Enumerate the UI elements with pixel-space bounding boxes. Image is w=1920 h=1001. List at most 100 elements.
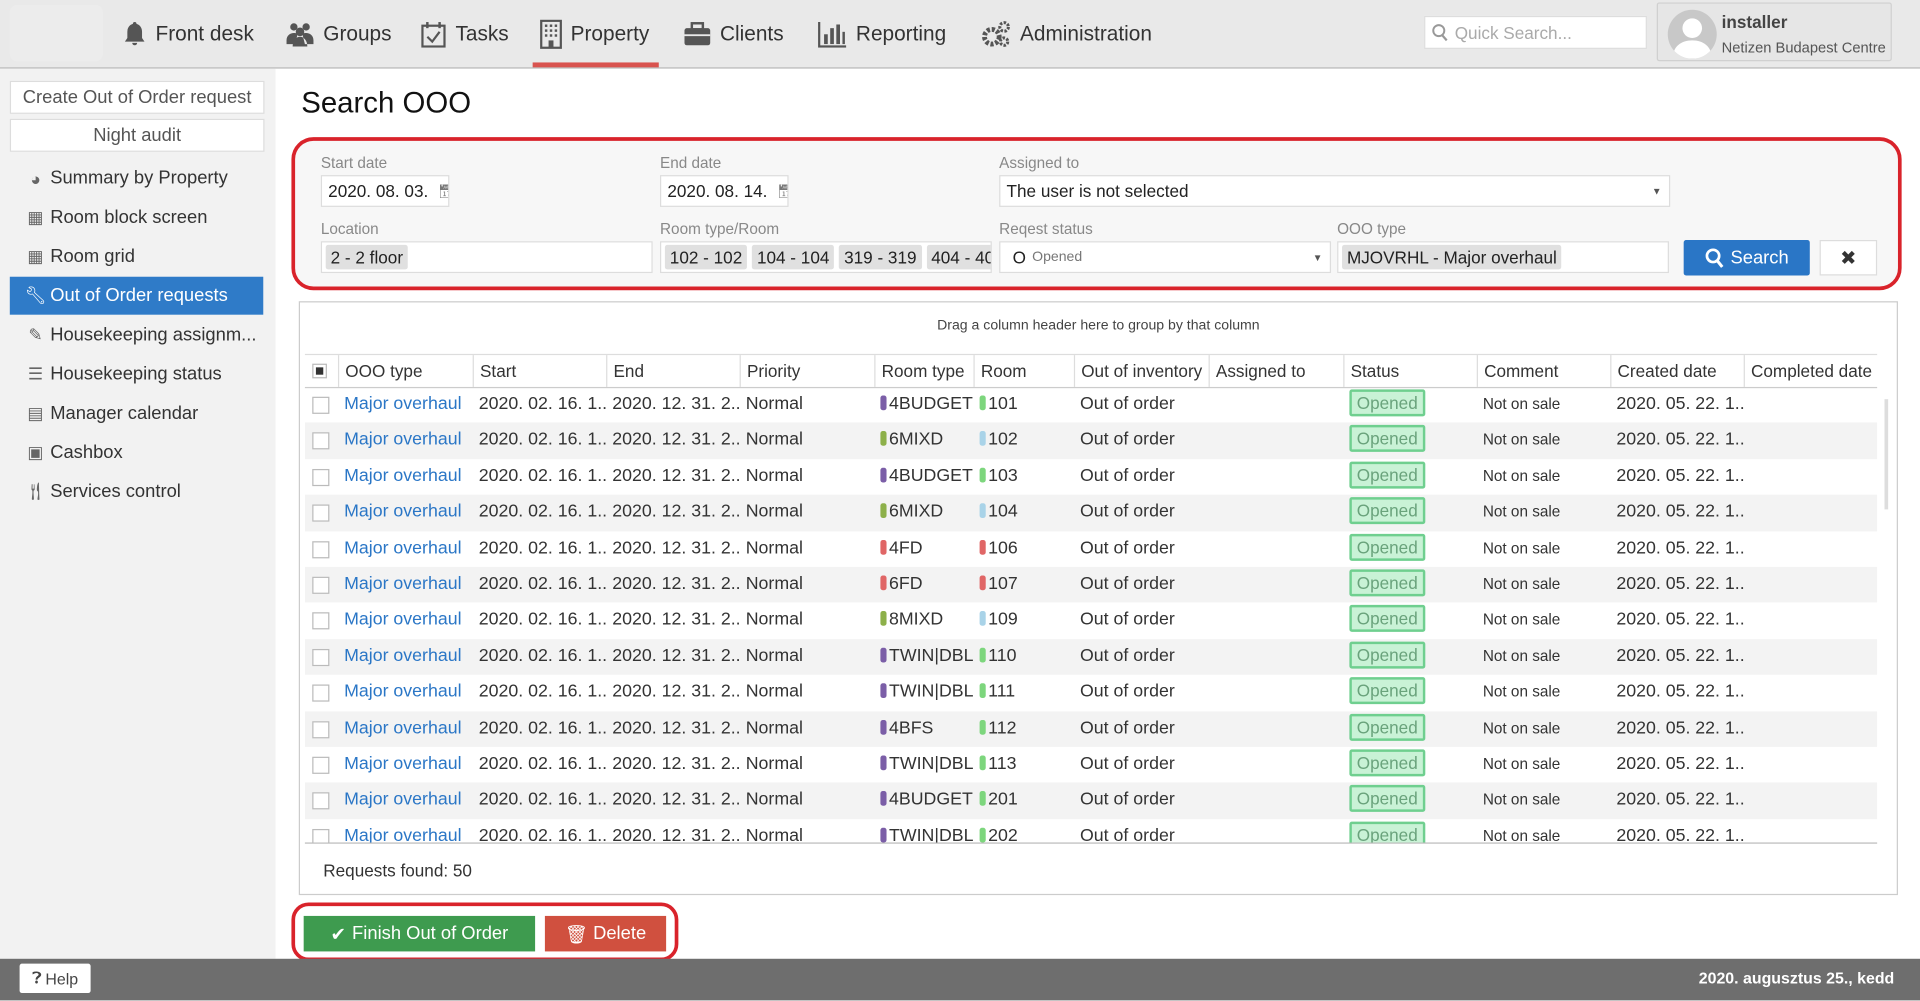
room-tag[interactable]: 404 - 404 xyxy=(926,244,991,270)
table-row[interactable]: Major overhaul 2020. 02. 16. 1... 2020. 12… xyxy=(304,638,1878,675)
cell-type[interactable]: Major overhaul xyxy=(344,682,462,702)
table-row[interactable]: Major overhaul 2020. 02. 16. 1... 2020. 12… xyxy=(304,422,1878,459)
cell-type[interactable]: Major overhaul xyxy=(344,574,462,594)
room-multiselect[interactable]: 102 - 102 104 - 104 319 - 319 404 - 404 xyxy=(660,241,992,274)
column-header-ooo-type[interactable]: OOO type xyxy=(337,355,473,387)
cell-type[interactable]: Major overhaul xyxy=(344,538,462,558)
help-button[interactable]: ❓︎ Help xyxy=(19,963,91,994)
sidebar-item-room-grid[interactable]: ▦ Room grid xyxy=(10,238,263,276)
row-checkbox[interactable] xyxy=(312,648,330,666)
row-checkbox[interactable] xyxy=(312,576,330,594)
room-tag[interactable]: 102 - 102 xyxy=(664,244,748,270)
column-header-room[interactable]: Room xyxy=(973,355,1073,387)
create-ooo-request-button[interactable]: Create Out of Order request xyxy=(9,80,265,114)
nav-property[interactable]: Property xyxy=(532,0,660,68)
row-checkbox[interactable] xyxy=(312,684,330,702)
nav-administration[interactable]: Administration xyxy=(982,0,1152,67)
column-header-status[interactable]: Status xyxy=(1343,355,1476,387)
cell-start: 2020. 02. 16. 1... xyxy=(478,682,607,702)
table-row[interactable]: Major overhaul 2020. 02. 16. 1... 2020. 12… xyxy=(305,459,1877,495)
row-checkbox[interactable] xyxy=(312,432,330,450)
sidebar-item-room-block-screen[interactable]: ▦ Room block screen xyxy=(10,198,263,236)
sidebar-item-summary-by-property[interactable]: ◕ Summary by Property xyxy=(10,159,263,197)
room-tag[interactable]: 104 - 104 xyxy=(752,244,835,270)
nav-groups[interactable]: Groups xyxy=(285,0,392,67)
table-row[interactable]: Major overhaul 2020. 02. 16. 1... 2020. 12… xyxy=(304,710,1878,747)
clear-filters-button[interactable]: ✖ xyxy=(1819,240,1878,276)
table-row[interactable]: Major overhaul 2020. 02. 16. 1... 2020. 12… xyxy=(305,603,1877,639)
cell-type[interactable]: Major overhaul xyxy=(344,826,462,844)
select-all-checkbox[interactable] xyxy=(305,355,338,387)
column-header-room-type[interactable]: Room type xyxy=(874,355,973,387)
table-row[interactable]: Major overhaul 2020. 02. 16. 1... 2020. 12… xyxy=(304,494,1878,531)
nav-front-desk[interactable]: Front desk xyxy=(122,0,254,67)
nav-clients[interactable]: Clients xyxy=(683,0,784,67)
delete-button[interactable]: 🗑︎ Delete xyxy=(544,915,667,952)
cell-type[interactable]: Major overhaul xyxy=(344,466,462,486)
cell-status: Opened xyxy=(1343,783,1476,819)
night-audit-button[interactable]: Night audit xyxy=(9,118,265,152)
calendar-icon[interactable]: 📅︎ xyxy=(777,183,787,199)
cell-comment: Not on sale xyxy=(1482,575,1561,593)
row-checkbox[interactable] xyxy=(312,504,330,522)
table-row[interactable]: Major overhaul 2020. 02. 16. 1... 2020. 12… xyxy=(305,747,1877,783)
table-row[interactable]: Major overhaul 2020. 02. 16. 1... 2020. 12… xyxy=(305,531,1877,567)
sidebar-item-manager-calendar[interactable]: ▤ Manager calendar xyxy=(10,394,263,432)
column-header-priority[interactable]: Priority xyxy=(739,355,875,387)
request-status-select[interactable]: O Opened ▼ xyxy=(999,241,1332,274)
cell-type[interactable]: Major overhaul xyxy=(344,430,462,450)
calendar-icon[interactable]: 📅︎ xyxy=(438,183,448,199)
column-header-start[interactable]: Start xyxy=(472,355,606,387)
nav-reporting[interactable]: Reporting xyxy=(818,0,946,67)
row-checkbox[interactable] xyxy=(312,828,330,843)
row-checkbox[interactable] xyxy=(312,396,330,414)
end-date-input[interactable]: 2020. 08. 14. 📅︎ xyxy=(660,175,789,207)
cell-assigned xyxy=(1209,531,1344,567)
row-checkbox[interactable] xyxy=(312,468,330,486)
cell-type[interactable]: Major overhaul xyxy=(344,610,462,630)
cell-type[interactable]: Major overhaul xyxy=(344,394,462,414)
sidebar-item-housekeeping-status[interactable]: ☰ Housekeeping status xyxy=(10,355,263,393)
column-header-end[interactable]: End xyxy=(606,355,739,387)
cell-type[interactable]: Major overhaul xyxy=(344,790,462,810)
start-date-input[interactable]: 2020. 08. 03. 📅︎ xyxy=(320,175,450,207)
finish-out-of-order-button[interactable]: ✔ Finish Out of Order xyxy=(303,915,536,952)
cell-type[interactable]: Major overhaul xyxy=(344,646,462,666)
assigned-to-select[interactable]: The user is not selected ▼ xyxy=(999,175,1671,207)
column-header-assigned-to[interactable]: Assigned to xyxy=(1208,355,1344,387)
table-row[interactable]: Major overhaul 2020. 02. 16. 1... 2020. 12… xyxy=(304,782,1878,819)
sidebar-item-housekeeping-assignment[interactable]: ✎ Housekeeping assignm... xyxy=(10,316,263,354)
user-menu[interactable]: installer Netizen Budapest Centre xyxy=(1656,2,1892,62)
column-header-completed-date[interactable]: Completed date xyxy=(1743,355,1877,387)
sidebar-item-label: Housekeeping assignm... xyxy=(50,324,257,346)
location-tag[interactable]: 2 - 2 floor xyxy=(325,244,408,270)
table-row[interactable]: Major overhaul 2020. 02. 16. 1... 2020. 12… xyxy=(305,675,1877,711)
sidebar-item-out-of-order-requests[interactable]: 🔧︎ Out of Order requests xyxy=(9,276,264,315)
cell-type[interactable]: Major overhaul xyxy=(344,718,462,738)
nav-tasks[interactable]: Tasks xyxy=(420,0,509,67)
room-tag[interactable]: 319 - 319 xyxy=(839,244,922,270)
column-header-created-date[interactable]: Created date xyxy=(1610,355,1743,387)
sidebar-item-cashbox[interactable]: ▣ Cashbox xyxy=(10,433,263,471)
cell-type[interactable]: Major overhaul xyxy=(344,502,462,522)
table-row[interactable]: Major overhaul 2020. 02. 16. 1... 2020. 12… xyxy=(304,566,1878,603)
location-multiselect[interactable]: 2 - 2 floor xyxy=(320,241,653,274)
column-header-out-of-inventory[interactable]: Out of inventory xyxy=(1073,355,1209,387)
row-checkbox[interactable] xyxy=(312,756,330,774)
logo[interactable] xyxy=(9,4,103,62)
ooo-type-multiselect[interactable]: MJOVRHL - Major overhaul xyxy=(1337,241,1669,274)
column-header-comment[interactable]: Comment xyxy=(1476,355,1610,387)
table-row[interactable]: Major overhaul 2020. 02. 16. 1... 2020. 12… xyxy=(305,819,1877,844)
row-checkbox[interactable] xyxy=(312,720,330,738)
cell-type[interactable]: Major overhaul xyxy=(344,754,462,774)
quick-search-input[interactable]: Quick Search... xyxy=(1424,15,1647,49)
ooo-type-tag[interactable]: MJOVRHL - Major overhaul xyxy=(1342,244,1562,270)
table-scrollbar[interactable] xyxy=(1878,387,1895,843)
row-checkbox[interactable] xyxy=(312,612,330,630)
table-row[interactable]: Major overhaul 2020. 02. 16. 1... 2020. 12… xyxy=(305,387,1877,423)
cell-priority: Normal xyxy=(745,682,803,702)
row-checkbox[interactable] xyxy=(312,540,330,558)
search-button[interactable]: Search xyxy=(1683,240,1810,276)
row-checkbox[interactable] xyxy=(312,792,330,810)
sidebar-item-services-control[interactable]: 🍴︎ Services control xyxy=(10,473,263,511)
